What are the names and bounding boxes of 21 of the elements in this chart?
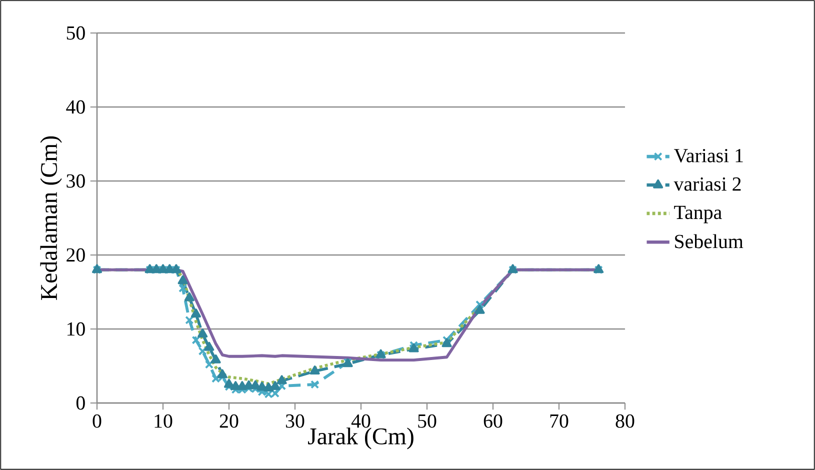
y-tick-label: 40: [66, 100, 85, 114]
legend-label: Sebelum: [675, 234, 744, 248]
legend-label: Variasi 1: [674, 148, 743, 162]
y-tick-label: 20: [66, 248, 85, 262]
x-tick-label: 30: [286, 414, 304, 428]
y-tick-label: 30: [66, 174, 85, 188]
x-tick-label: 60: [484, 414, 502, 428]
legend-label: Tanpa: [674, 206, 722, 224]
x-tick-label: 70: [550, 414, 568, 428]
x-tick-label: 0: [92, 414, 102, 428]
legend-label: variasi 2: [674, 177, 741, 191]
x-tick-label: 80: [616, 414, 634, 428]
y-tick-label: 10: [67, 322, 85, 336]
x-axis-title: Jarak (Cm): [308, 428, 414, 450]
y-tick-label: 50: [66, 26, 85, 40]
x-tick-label: 40: [351, 414, 370, 428]
x-tick-label: 10: [154, 414, 172, 428]
x-tick-label: 50: [418, 414, 436, 428]
x-tick-label: 20: [220, 414, 238, 428]
y-axis-title: Kedalaman (Cm): [40, 136, 62, 300]
y-tick-label: 0: [76, 396, 85, 410]
